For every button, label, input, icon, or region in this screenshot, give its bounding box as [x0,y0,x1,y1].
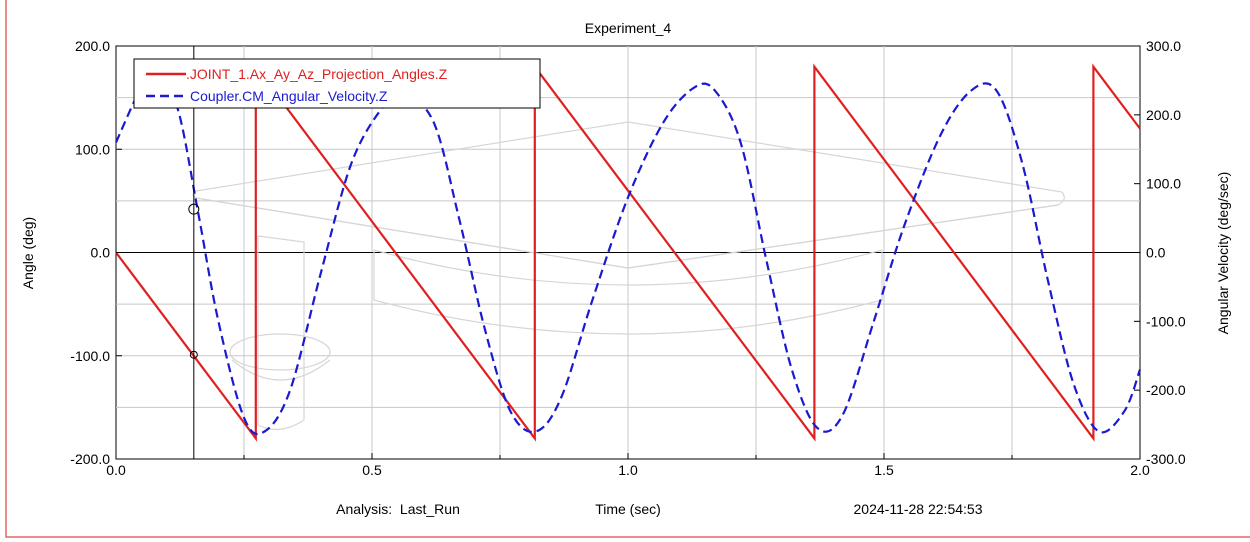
y2-tick-label: -200.0 [1146,382,1186,398]
series-line-coupler-velocity [115,76,1142,436]
x-tick-label: 1.5 [874,462,894,478]
y2-tick-label: 200.0 [1146,107,1181,123]
y2-tick-label: 0.0 [1146,245,1166,261]
y-axis-label: Angle (deg) [20,217,36,289]
x-tick-label: 1.0 [618,462,638,478]
background-model-graphic [192,121,1065,431]
y2-axis-label: Angular Velocity (deg/sec) [1215,172,1231,335]
cursor-marker-velocity [188,203,200,215]
timestamp-label: 2024-11-28 22:54:53 [854,501,983,517]
y-tick-label: -200.0 [70,451,110,467]
x-tick-label: 0.0 [106,462,126,478]
y2-tick-label: 100.0 [1146,176,1181,192]
axis-ticks: 0.0 0.5 1.0 1.5 2.0 200.0 100.0 0.0 -100.0 -200.0… [70,38,1186,478]
y2-tick-label: -100.0 [1146,313,1186,329]
y2-tick-label: -300.0 [1146,451,1186,467]
chart-title: Experiment_4 [585,20,672,36]
x-axis-label: Time (sec) [595,501,661,517]
legend-label-joint: .JOINT_1.Ax_Ay_Az_Projection_Angles.Z [186,66,448,82]
y-tick-label: 100.0 [75,141,110,157]
x-tick-label: 0.5 [362,462,382,478]
x-tick-label: 2.0 [1130,462,1150,478]
cursor-marker-angle [189,350,198,359]
legend-label-coupler: Coupler.CM_Angular_Velocity.Z [190,88,388,104]
cursor-layer [188,46,200,459]
y2-tick-label: 300.0 [1146,38,1181,54]
legend: .JOINT_1.Ax_Ay_Az_Projection_Angles.Z Co… [133,58,541,109]
analysis-label: Analysis: Last_Run [336,501,460,517]
series-line-joint-angle [115,63,1141,442]
y-tick-label: 200.0 [75,38,110,54]
series-layer [115,63,1142,442]
legend-box [133,58,541,109]
y-tick-label: 0.0 [91,245,111,261]
grid-lines [116,46,1140,459]
y-tick-label: -100.0 [70,348,110,364]
outer-frame-border [5,0,1250,538]
